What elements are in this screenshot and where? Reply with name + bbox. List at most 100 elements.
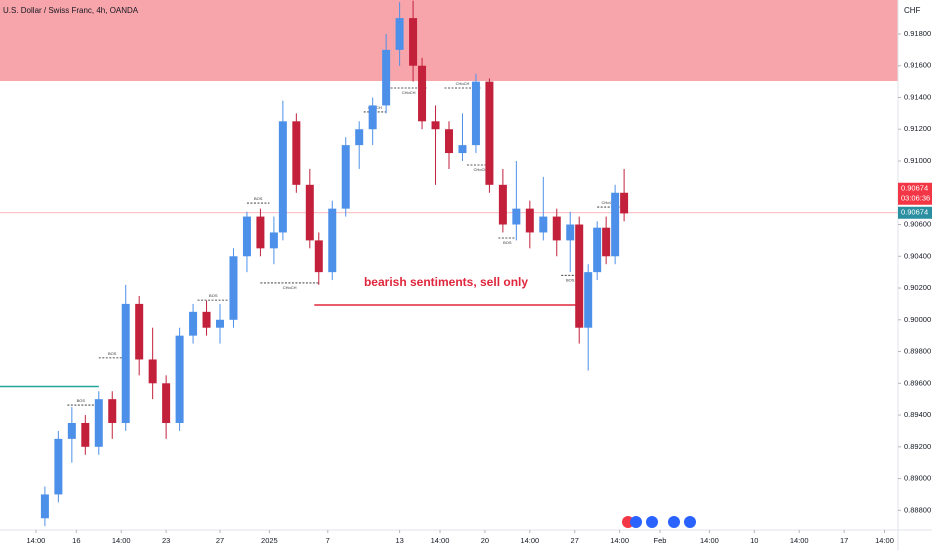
candle-body [108,399,117,423]
y-tick-label: 0.91400 [904,92,931,101]
x-tick-label: 14:00 [875,536,894,545]
structure-label: CHoCH [402,90,416,95]
x-tick-label: 23 [162,536,170,545]
structure-label: CHoCH [283,285,297,290]
y-tick-label: 0.91600 [904,61,931,70]
y-tick-label: 0.91000 [904,156,931,165]
x-tick-label: 10 [750,536,758,545]
annotation: bearish sentiments, sell only [364,275,528,289]
candle-body [498,184,507,225]
event-icon [646,516,658,528]
x-tick-label: 14:00 [790,536,809,545]
candle-body [539,216,548,233]
y-tick-label: 0.91200 [904,124,931,133]
x-tick-label: 14:00 [700,536,719,545]
x-tick-label: 14:00 [520,536,539,545]
candle-body [278,121,287,233]
candle-body [611,192,620,257]
x-tick-label: 27 [571,536,579,545]
x-tick-label: 14:00 [27,536,46,545]
y-tick-label: 0.90600 [904,219,931,228]
y-tick-label: 0.89000 [904,474,931,483]
candle-body [328,208,337,273]
candle-body [584,272,593,328]
x-tick-label: 2025 [261,536,278,545]
structure-label: BOS [108,351,117,356]
x-tick-label: 27 [216,536,224,545]
event-icon [668,516,680,528]
y-tick-label: 0.91800 [904,29,931,38]
candle-body [189,311,198,336]
candle-body [458,145,467,154]
price-tag-label: 0.90674 [901,208,928,217]
candle-body [121,303,130,423]
candle-body [512,208,521,225]
x-tick-label: 20 [481,536,489,545]
candle-body [148,359,157,384]
structure-label: BOS [566,277,575,282]
candle-body [431,121,440,130]
candle-body [395,18,404,50]
candle-body [175,335,184,423]
supply-zone [0,0,898,81]
candle-body [620,192,629,214]
candle-body [525,208,534,233]
price-tag [898,206,932,219]
event-icon [630,516,642,528]
candle-body [602,227,611,257]
structure-label: BOS [503,240,512,245]
x-tick-label: 16 [72,536,80,545]
candle-body [292,121,301,185]
structure-label: BOS [77,398,86,403]
currency: CHF [904,6,921,15]
price-tag [898,182,932,205]
y-tick-label: 0.90200 [904,283,931,292]
candle-body [40,494,49,519]
y-tick-label: 0.90400 [904,251,931,260]
candle-body [341,145,350,209]
event-icons [622,516,696,528]
y-tick-label: 0.90000 [904,315,931,324]
x-tick-label: 14:00 [431,536,450,545]
candle-body [269,232,278,249]
candle-body [229,256,238,320]
candle-body [54,438,63,495]
candle-body [552,216,561,241]
candle-body [418,65,427,122]
x-tick-label: 13 [395,536,403,545]
price-tag-label: 0.90674 [901,184,928,193]
y-tick-label: 0.88800 [904,505,931,514]
x-tick-label: 14:00 [610,536,629,545]
candle-body [314,240,323,273]
x-tick-label: 7 [326,536,330,545]
x-tick-label: 14:00 [112,536,131,545]
candle-body [94,399,103,447]
candle-body [67,422,76,439]
candle-body [256,216,265,249]
candle-body [445,129,453,154]
candle-body [471,81,480,146]
candle-body [202,311,211,328]
chart-title: U.S. Dollar / Swiss Franc, 4h, OANDA [3,6,139,15]
y-tick-label: 0.89600 [904,378,931,387]
candle-body [81,422,90,447]
y-tick-label: 0.89400 [904,410,931,419]
candle-body [135,303,144,360]
x-tick-label: 17 [840,536,848,545]
structure-label: BOS [254,196,263,201]
structure-label: CHoCH [474,167,488,172]
candle-body [355,129,364,146]
candle-body [575,224,584,328]
candle-body [382,49,391,106]
candle-body [242,216,251,257]
candle-body [368,105,377,130]
plot-area: BOS BOS BOS BOS CHoCH CHoCH CHoCH CHoCH CHoCH BOS… [0,0,898,527]
y-tick-label: 0.89800 [904,347,931,356]
countdown: 03:06:36 [901,194,930,203]
y-tick-label: 0.89200 [904,442,931,451]
candle-body [409,18,418,66]
candle-body [566,224,575,241]
candle-body [162,383,171,423]
candle-body [216,319,225,328]
